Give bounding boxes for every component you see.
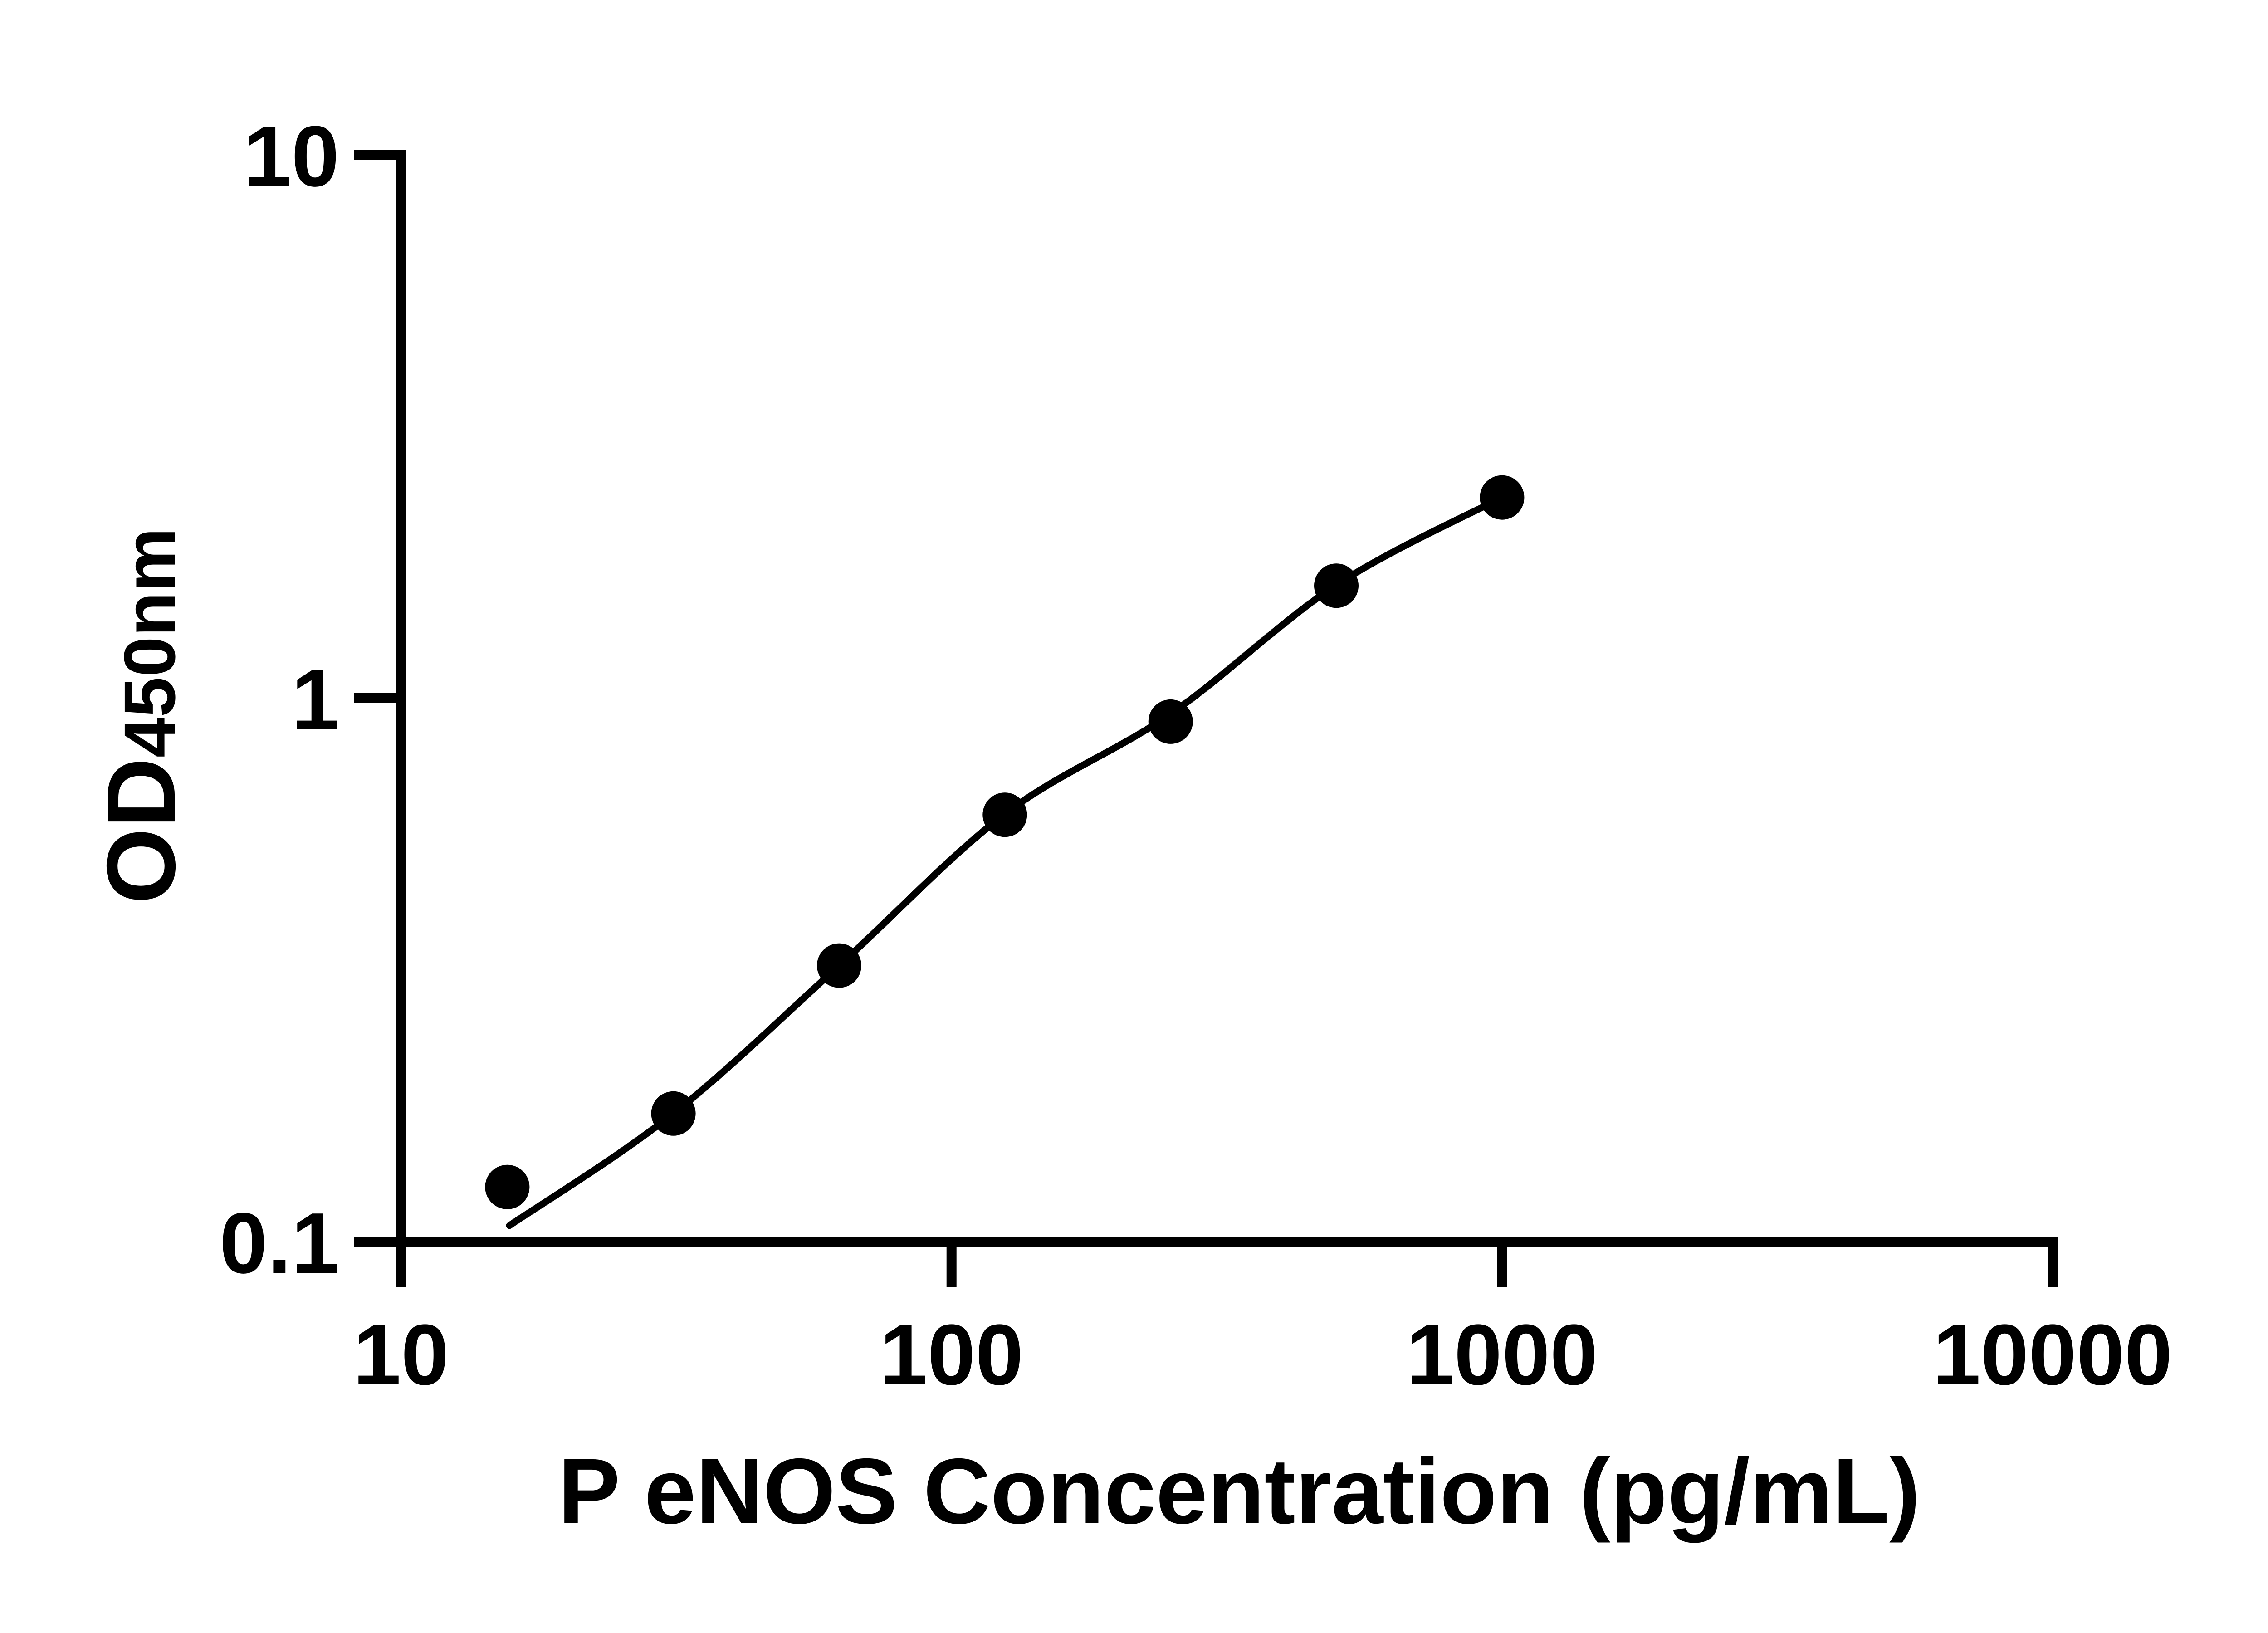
y-axis-title-main: OD (86, 758, 196, 904)
y-tick-label: 0.1 (220, 1195, 339, 1291)
x-tick-label: 10 (353, 1307, 449, 1403)
y-axis-title: OD450nm (86, 528, 196, 904)
x-axis-title: P eNOS Concentration (pg/mL) (558, 1439, 1920, 1543)
data-point (485, 1164, 530, 1209)
y-axis-title-sub: 450nm (109, 528, 190, 758)
x-tick-label: 1000 (1406, 1307, 1598, 1403)
y-tick-label: 10 (244, 108, 339, 205)
x-tick-label: 10000 (1933, 1307, 2172, 1403)
y-tick-label: 1 (291, 652, 339, 748)
data-point (817, 943, 861, 988)
data-point (1480, 475, 1525, 520)
data-point (1148, 699, 1193, 744)
data-point (982, 792, 1027, 837)
data-point (651, 1091, 696, 1136)
data-point (1314, 563, 1359, 608)
x-tick-label: 100 (880, 1307, 1023, 1403)
